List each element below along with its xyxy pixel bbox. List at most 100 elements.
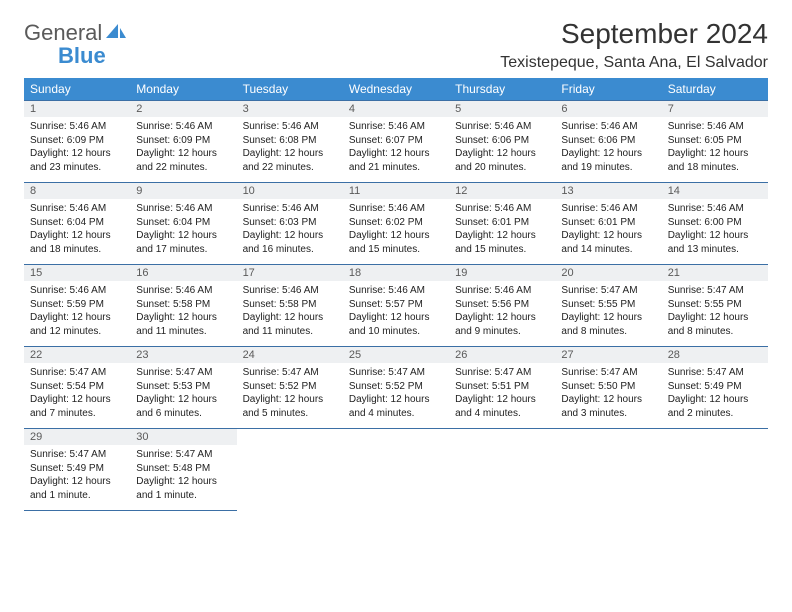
- sunset-text: Sunset: 5:56 PM: [455, 298, 549, 312]
- sunset-text: Sunset: 6:06 PM: [455, 134, 549, 148]
- sunrise-text: Sunrise: 5:47 AM: [668, 366, 762, 380]
- day-number: 24: [237, 347, 343, 363]
- sunset-text: Sunset: 6:04 PM: [136, 216, 230, 230]
- sunrise-text: Sunrise: 5:46 AM: [455, 120, 549, 134]
- day-details: Sunrise: 5:46 AMSunset: 6:07 PMDaylight:…: [343, 117, 449, 178]
- day-number: 7: [662, 101, 768, 117]
- sunset-text: Sunset: 6:01 PM: [455, 216, 549, 230]
- daylight-text: Daylight: 12 hours and 2 minutes.: [668, 393, 762, 420]
- calendar-cell: 16Sunrise: 5:46 AMSunset: 5:58 PMDayligh…: [130, 265, 236, 347]
- day-number: 2: [130, 101, 236, 117]
- calendar-table: Sunday Monday Tuesday Wednesday Thursday…: [24, 78, 768, 511]
- daylight-text: Daylight: 12 hours and 4 minutes.: [349, 393, 443, 420]
- daylight-text: Daylight: 12 hours and 3 minutes.: [561, 393, 655, 420]
- logo-blue: Blue: [24, 43, 106, 68]
- sunrise-text: Sunrise: 5:46 AM: [243, 202, 337, 216]
- weekday-header-row: Sunday Monday Tuesday Wednesday Thursday…: [24, 78, 768, 101]
- calendar-cell: [662, 429, 768, 511]
- day-details: Sunrise: 5:46 AMSunset: 6:04 PMDaylight:…: [130, 199, 236, 260]
- day-number: 13: [555, 183, 661, 199]
- daylight-text: Daylight: 12 hours and 6 minutes.: [136, 393, 230, 420]
- daylight-text: Daylight: 12 hours and 18 minutes.: [668, 147, 762, 174]
- calendar-cell: 23Sunrise: 5:47 AMSunset: 5:53 PMDayligh…: [130, 347, 236, 429]
- sunset-text: Sunset: 5:52 PM: [243, 380, 337, 394]
- calendar-cell: 22Sunrise: 5:47 AMSunset: 5:54 PMDayligh…: [24, 347, 130, 429]
- sunset-text: Sunset: 5:49 PM: [30, 462, 124, 476]
- sunrise-text: Sunrise: 5:46 AM: [30, 202, 124, 216]
- sunrise-text: Sunrise: 5:47 AM: [136, 366, 230, 380]
- logo: General Blue: [24, 18, 128, 68]
- day-number: 23: [130, 347, 236, 363]
- calendar-cell: 4Sunrise: 5:46 AMSunset: 6:07 PMDaylight…: [343, 101, 449, 183]
- calendar-cell: 9Sunrise: 5:46 AMSunset: 6:04 PMDaylight…: [130, 183, 236, 265]
- daylight-text: Daylight: 12 hours and 23 minutes.: [30, 147, 124, 174]
- weekday-wednesday: Wednesday: [343, 78, 449, 101]
- sunset-text: Sunset: 6:08 PM: [243, 134, 337, 148]
- calendar-cell: 26Sunrise: 5:47 AMSunset: 5:51 PMDayligh…: [449, 347, 555, 429]
- daylight-text: Daylight: 12 hours and 14 minutes.: [561, 229, 655, 256]
- day-number: 26: [449, 347, 555, 363]
- sunset-text: Sunset: 5:57 PM: [349, 298, 443, 312]
- day-number: 6: [555, 101, 661, 117]
- sunset-text: Sunset: 5:54 PM: [30, 380, 124, 394]
- sunrise-text: Sunrise: 5:46 AM: [349, 202, 443, 216]
- day-number: 27: [555, 347, 661, 363]
- day-number: 9: [130, 183, 236, 199]
- sunrise-text: Sunrise: 5:46 AM: [455, 284, 549, 298]
- calendar-cell: 29Sunrise: 5:47 AMSunset: 5:49 PMDayligh…: [24, 429, 130, 511]
- month-title: September 2024: [500, 18, 768, 50]
- calendar-cell: 5Sunrise: 5:46 AMSunset: 6:06 PMDaylight…: [449, 101, 555, 183]
- sunset-text: Sunset: 6:04 PM: [30, 216, 124, 230]
- calendar-cell: 10Sunrise: 5:46 AMSunset: 6:03 PMDayligh…: [237, 183, 343, 265]
- sunrise-text: Sunrise: 5:46 AM: [136, 284, 230, 298]
- calendar-cell: 12Sunrise: 5:46 AMSunset: 6:01 PMDayligh…: [449, 183, 555, 265]
- daylight-text: Daylight: 12 hours and 18 minutes.: [30, 229, 124, 256]
- day-number: 17: [237, 265, 343, 281]
- weekday-friday: Friday: [555, 78, 661, 101]
- sunrise-text: Sunrise: 5:46 AM: [668, 120, 762, 134]
- sunrise-text: Sunrise: 5:46 AM: [243, 284, 337, 298]
- day-details: Sunrise: 5:46 AMSunset: 5:57 PMDaylight:…: [343, 281, 449, 342]
- day-number: 18: [343, 265, 449, 281]
- weekday-saturday: Saturday: [662, 78, 768, 101]
- calendar-cell: 15Sunrise: 5:46 AMSunset: 5:59 PMDayligh…: [24, 265, 130, 347]
- calendar-cell: 13Sunrise: 5:46 AMSunset: 6:01 PMDayligh…: [555, 183, 661, 265]
- calendar-row: 15Sunrise: 5:46 AMSunset: 5:59 PMDayligh…: [24, 265, 768, 347]
- day-number: 12: [449, 183, 555, 199]
- sunset-text: Sunset: 6:03 PM: [243, 216, 337, 230]
- day-details: Sunrise: 5:47 AMSunset: 5:53 PMDaylight:…: [130, 363, 236, 424]
- sunset-text: Sunset: 5:50 PM: [561, 380, 655, 394]
- day-details: Sunrise: 5:47 AMSunset: 5:55 PMDaylight:…: [662, 281, 768, 342]
- sunrise-text: Sunrise: 5:47 AM: [30, 448, 124, 462]
- day-number: 25: [343, 347, 449, 363]
- weekday-tuesday: Tuesday: [237, 78, 343, 101]
- weekday-monday: Monday: [130, 78, 236, 101]
- sunrise-text: Sunrise: 5:46 AM: [455, 202, 549, 216]
- sunset-text: Sunset: 5:58 PM: [243, 298, 337, 312]
- sunrise-text: Sunrise: 5:46 AM: [349, 284, 443, 298]
- day-details: Sunrise: 5:46 AMSunset: 6:06 PMDaylight:…: [555, 117, 661, 178]
- calendar-cell: 3Sunrise: 5:46 AMSunset: 6:08 PMDaylight…: [237, 101, 343, 183]
- day-details: Sunrise: 5:46 AMSunset: 6:09 PMDaylight:…: [130, 117, 236, 178]
- daylight-text: Daylight: 12 hours and 1 minute.: [30, 475, 124, 502]
- sunset-text: Sunset: 5:55 PM: [668, 298, 762, 312]
- sunset-text: Sunset: 5:58 PM: [136, 298, 230, 312]
- calendar-cell: 17Sunrise: 5:46 AMSunset: 5:58 PMDayligh…: [237, 265, 343, 347]
- day-number: 10: [237, 183, 343, 199]
- day-details: Sunrise: 5:46 AMSunset: 6:00 PMDaylight:…: [662, 199, 768, 260]
- logo-text: General Blue: [24, 22, 128, 68]
- day-number: 15: [24, 265, 130, 281]
- day-details: Sunrise: 5:46 AMSunset: 5:58 PMDaylight:…: [237, 281, 343, 342]
- day-number: 4: [343, 101, 449, 117]
- sunrise-text: Sunrise: 5:46 AM: [30, 284, 124, 298]
- sunset-text: Sunset: 6:00 PM: [668, 216, 762, 230]
- day-number: 30: [130, 429, 236, 445]
- calendar-cell: 18Sunrise: 5:46 AMSunset: 5:57 PMDayligh…: [343, 265, 449, 347]
- day-details: Sunrise: 5:46 AMSunset: 6:06 PMDaylight:…: [449, 117, 555, 178]
- calendar-cell: 11Sunrise: 5:46 AMSunset: 6:02 PMDayligh…: [343, 183, 449, 265]
- day-details: Sunrise: 5:47 AMSunset: 5:52 PMDaylight:…: [237, 363, 343, 424]
- calendar-cell: 30Sunrise: 5:47 AMSunset: 5:48 PMDayligh…: [130, 429, 236, 511]
- sunset-text: Sunset: 6:01 PM: [561, 216, 655, 230]
- daylight-text: Daylight: 12 hours and 19 minutes.: [561, 147, 655, 174]
- sail-icon: [104, 22, 128, 40]
